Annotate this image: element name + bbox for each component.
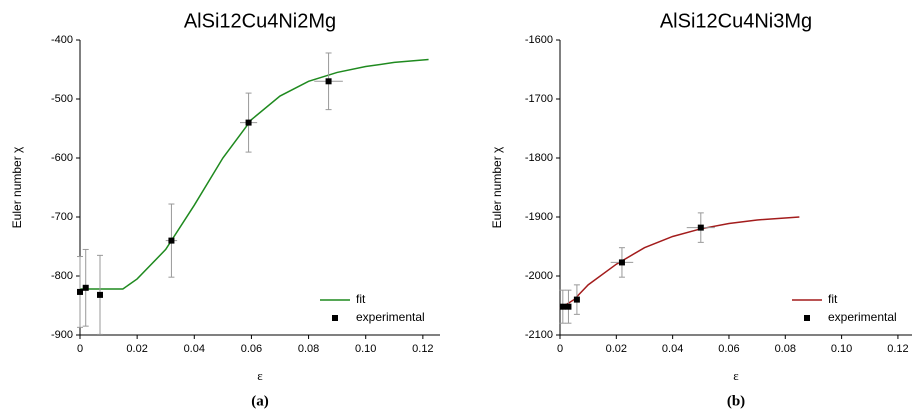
x-tick-label: 0 (557, 343, 563, 355)
y-tick-label: -2100 (525, 329, 553, 341)
y-tick-label: -1900 (525, 211, 553, 223)
y-axis-label: Euler number χ (10, 146, 24, 228)
legend-label: fit (828, 292, 838, 306)
x-tick-label: 0.06 (718, 343, 739, 355)
x-tick-label: 0.08 (298, 343, 319, 355)
x-tick-label: 0.04 (662, 343, 683, 355)
chart-title: AlSi12Cu4Ni2Mg (184, 10, 336, 32)
data-point (573, 296, 580, 303)
x-tick-label: 0.04 (184, 343, 205, 355)
data-point (325, 78, 332, 85)
y-tick-label: -1600 (525, 34, 553, 46)
x-tick-label: 0.12 (412, 343, 433, 355)
y-tick-label: -700 (51, 211, 73, 223)
x-tick-label: 0.02 (606, 343, 627, 355)
data-point (697, 224, 704, 231)
legend-label: experimental (356, 310, 425, 324)
caption: (b) (727, 393, 745, 409)
data-point (618, 259, 625, 266)
legend-marker (332, 315, 338, 321)
legend-marker (804, 315, 810, 321)
y-tick-label: -800 (51, 270, 73, 282)
x-tick-label: 0.10 (355, 343, 376, 355)
x-axis-label: ε (733, 368, 739, 383)
x-tick-label: 0.02 (126, 343, 147, 355)
chart-title: AlSi12Cu4Ni3Mg (660, 10, 812, 32)
data-point (168, 237, 175, 244)
caption: (a) (251, 393, 269, 409)
data-point (77, 288, 83, 295)
data-point (97, 291, 103, 298)
legend-label: experimental (828, 310, 897, 324)
y-axis-label: Euler number χ (490, 146, 504, 228)
data-point (245, 119, 252, 126)
data-point (559, 303, 566, 310)
x-tick-label: 0 (77, 343, 83, 355)
x-tick-label: 0.06 (241, 343, 262, 355)
y-tick-label: -900 (51, 329, 73, 341)
x-tick-label: 0.12 (887, 343, 908, 355)
y-tick-label: -2000 (525, 270, 553, 282)
x-axis-label: ε (257, 368, 263, 383)
data-point (82, 284, 89, 291)
y-tick-label: -1800 (525, 152, 553, 164)
y-tick-label: -400 (51, 34, 73, 46)
x-tick-label: 0.08 (775, 343, 796, 355)
y-tick-label: -500 (51, 93, 73, 105)
y-tick-label: -600 (51, 152, 73, 164)
fit-line (80, 58, 429, 290)
fit-line (559, 216, 800, 310)
legend-label: fit (356, 292, 366, 306)
x-tick-label: 0.10 (831, 343, 852, 355)
data-point (565, 303, 572, 310)
y-tick-label: -1700 (525, 93, 553, 105)
